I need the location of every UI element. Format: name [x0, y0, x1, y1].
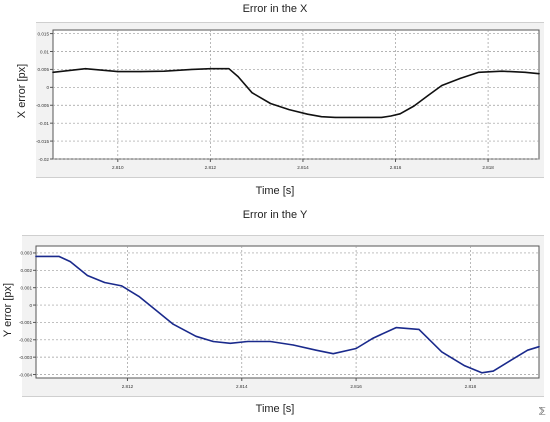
x-chart-point-21 [427, 94, 429, 97]
y-axis-label-y: Y error [px] [2, 282, 14, 338]
y-chart-point-9 [195, 335, 197, 337]
x-chart-point-5 [191, 68, 193, 71]
x-chart-point-15 [348, 116, 350, 119]
x-chart-point-8 [237, 75, 239, 78]
x-chart-series-line-0 [52, 67, 540, 119]
x-chart-point-7 [228, 68, 230, 70]
y-chart-xtick-label-3: 2.818 [465, 384, 477, 389]
y-chart-point-27 [538, 346, 540, 348]
y-chart-point-16 [332, 353, 334, 355]
x-chart-point-10 [269, 102, 272, 105]
x-chart-ytick-label-3: 0 [46, 85, 49, 90]
y-chart-point-26 [526, 349, 529, 351]
x-chart-point-17 [381, 116, 383, 119]
y-chart-point-10 [212, 340, 214, 343]
x-chart-ytick-label-1: 0.01 [40, 49, 49, 54]
x-chart-point-1 [84, 68, 86, 70]
y-chart-point-6 [138, 295, 140, 297]
y-chart-plot-area [35, 245, 540, 379]
y-chart-point-13 [269, 340, 271, 343]
y-chart-xtick-label-2: 2.816 [350, 384, 362, 389]
y-chart-ytick-label-4: -0.001 [19, 320, 32, 325]
x-chart-point-3 [140, 70, 142, 73]
x-chart-point-0 [52, 71, 54, 73]
y-chart-point-23 [481, 372, 483, 374]
y-chart-point-15 [315, 349, 317, 351]
x-chart-point-14 [334, 116, 336, 119]
y-chart-point-3 [86, 274, 89, 277]
x-chart-xtick-label-4: 2.818 [482, 165, 494, 170]
y-chart-point-17 [355, 347, 357, 350]
y-chart-point-2 [69, 261, 71, 263]
y-chart-ytick-label-1: 0.002 [21, 268, 33, 273]
x-chart-xtick-label-3: 2.816 [390, 165, 402, 170]
y-chart-ytick-label-3: 0 [29, 303, 32, 308]
x-chart-point-2 [117, 70, 119, 73]
x-chart-point-22 [441, 84, 443, 87]
y-chart-series-line-0 [35, 255, 540, 374]
y-chart-point-12 [246, 340, 249, 343]
x-chart-point-25 [501, 70, 503, 72]
y-chart-point-20 [418, 328, 420, 330]
y-chart-point-5 [121, 285, 123, 287]
x-chart-point-9 [251, 92, 253, 94]
y-chart-point-1 [58, 255, 60, 258]
x-chart-ytick-label-6: -0.015 [36, 139, 49, 144]
x-chart-point-13 [320, 116, 323, 118]
y-chart-point-25 [509, 360, 512, 362]
chart-title-x: Error in the X [242, 3, 308, 15]
x-chart-ytick-label-7: -0.02 [39, 157, 50, 162]
y-chart-ytick-label-5: -0.002 [19, 338, 32, 343]
y-chart-point-7 [155, 309, 157, 311]
x-chart-point-23 [459, 77, 461, 79]
x-chart-ytick-label-0: 0.015 [38, 31, 50, 36]
x-chart-point-26 [524, 71, 526, 73]
y-chart-point-11 [229, 342, 231, 344]
y-chart-ytick-label-2: 0.001 [21, 285, 33, 290]
x-chart-xtick-label-0: 2.810 [112, 165, 124, 170]
y-chart-point-18 [372, 337, 374, 339]
y-chart-xtick-label-0: 2.812 [122, 384, 134, 389]
y-chart-ytick-label-0: 0.003 [21, 251, 33, 256]
x-chart-ytick-label-5: -0.01 [39, 121, 50, 126]
x-chart-xtick-label-2: 2.814 [297, 165, 309, 170]
x-chart-ytick-label-4: -0.005 [36, 103, 49, 108]
y-chart-point-4 [103, 281, 106, 284]
y-chart-point-14 [292, 344, 294, 346]
x-chart-point-27 [538, 73, 540, 75]
x-chart-point-6 [209, 68, 211, 70]
x-chart-point-24 [478, 71, 480, 73]
y-chart-point-0 [35, 255, 37, 258]
y-chart-xtick-label-1: 2.814 [236, 384, 248, 389]
y-chart-point-24 [492, 370, 494, 372]
y-chart-point-21 [441, 351, 443, 353]
x-chart-point-20 [413, 105, 415, 107]
x-chart-ytick-label-2: 0.005 [38, 67, 50, 72]
y-chart-ytick-label-7: -0.004 [19, 372, 32, 377]
x-chart-point-19 [399, 113, 401, 115]
x-chart-point-12 [306, 113, 309, 115]
x-chart-point-11 [288, 108, 290, 111]
x-chart-point-4 [163, 70, 165, 72]
x-axis-label-x: Time [s] [255, 185, 295, 197]
x-chart-point-16 [367, 116, 369, 119]
y-chart-ytick-label-6: -0.003 [19, 355, 32, 360]
chart-title-y: Error in the Y [242, 209, 308, 221]
x-chart-point-18 [390, 115, 392, 117]
y-chart-point-22 [464, 365, 466, 367]
y-chart-point-19 [395, 327, 397, 329]
y-chart-point-8 [172, 323, 174, 325]
x-chart-xtick-label-1: 2.812 [205, 165, 217, 170]
x-axis-label-y: Time [s] [255, 403, 295, 415]
corner-mark: ⅀ [539, 406, 546, 415]
